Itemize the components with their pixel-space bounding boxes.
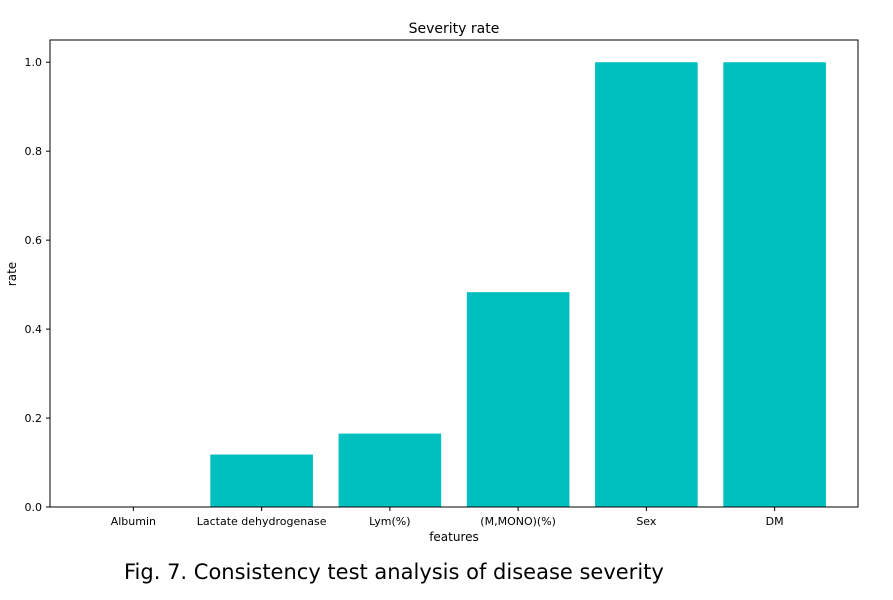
x-tick-label: Lym(%)	[369, 515, 410, 528]
x-tick-label: DM	[766, 515, 784, 528]
y-tick-label: 0.6	[25, 234, 43, 247]
figure-caption: Fig. 7. Consistency test analysis of dis…	[124, 560, 664, 584]
x-axis: Albumin Lactate dehydrogenase Lym(%) (M,MON…	[111, 507, 784, 528]
plot-frame	[49, 39, 859, 508]
bar-dm	[723, 62, 826, 508]
bars-group	[210, 62, 826, 508]
x-tick-label: Lactate dehydrogenase	[197, 515, 327, 528]
x-tick-label: Albumin	[111, 515, 156, 528]
y-tick-label: 1.0	[25, 56, 43, 69]
bar-sex	[595, 62, 698, 508]
y-tick-label: 0.2	[25, 412, 43, 425]
bar-m-mono	[466, 292, 570, 507]
y-tick-label: 0.8	[25, 145, 43, 158]
x-tick-label: (M,MONO)(%)	[480, 515, 556, 528]
bar-lym	[338, 433, 442, 507]
bar-chart: Severity rate 0.0 0.2 0.4 0.6 0.8 1.0 Albumin…	[5, 21, 859, 544]
x-axis-label: features	[429, 530, 479, 544]
y-axis-label: rate	[5, 262, 19, 286]
bar-lactate-dehydrogenase	[210, 454, 313, 507]
y-axis: 0.0 0.2 0.4 0.6 0.8 1.0	[25, 56, 50, 514]
x-tick-label: Sex	[636, 515, 657, 528]
y-tick-label: 0.0	[25, 501, 43, 514]
chart-title: Severity rate	[409, 21, 500, 37]
y-tick-label: 0.4	[25, 323, 43, 336]
